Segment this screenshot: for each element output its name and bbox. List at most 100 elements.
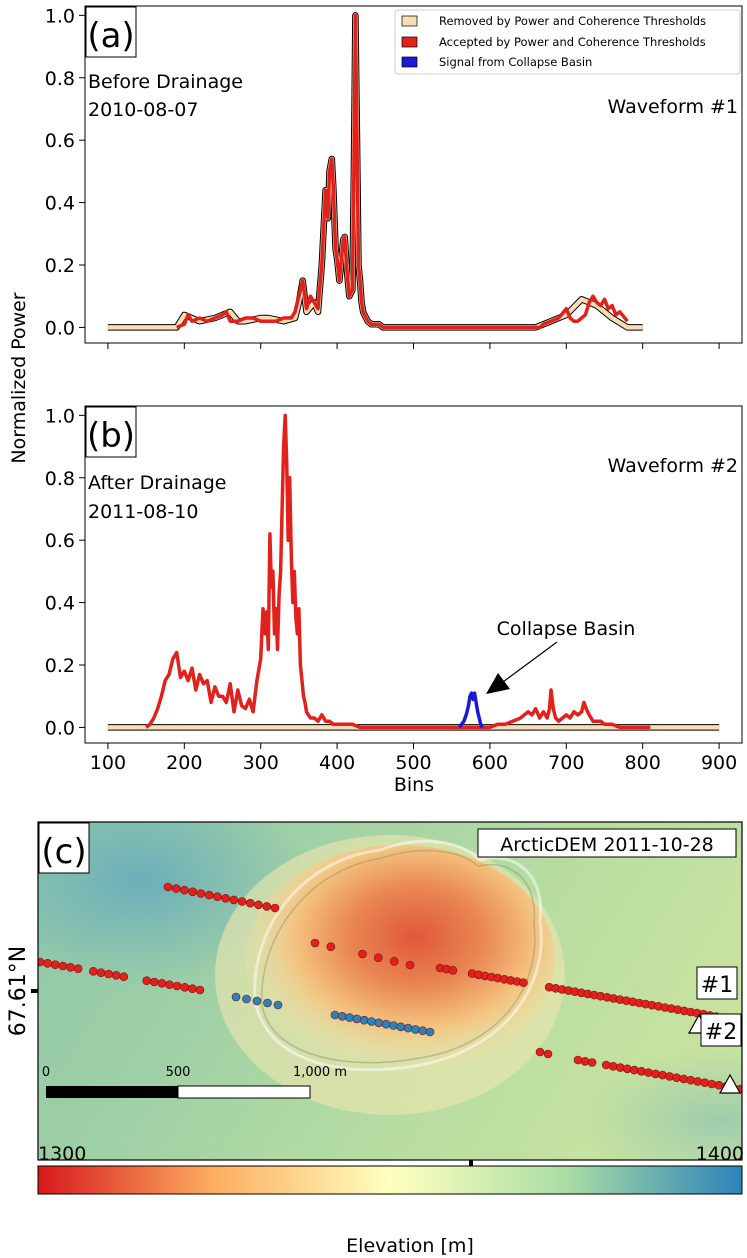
altimeter-point — [580, 1057, 590, 1066]
altimeter-point — [389, 1021, 398, 1030]
altimeter-point — [700, 1078, 710, 1087]
altimeter-point — [119, 972, 129, 982]
altimeter-point — [608, 1062, 618, 1071]
scalebar-label-1000: 1,000 m — [293, 1065, 347, 1080]
panel-b-xtick-label: 200 — [166, 752, 202, 774]
altimeter-point — [403, 1023, 413, 1033]
altimeter-point — [359, 1015, 369, 1025]
panel-b-xtick-label: 100 — [90, 752, 126, 774]
altimeter-point — [231, 992, 241, 1002]
altimeter-point — [573, 1055, 583, 1065]
altimeter-point — [337, 1011, 347, 1021]
track-1-label-box — [696, 966, 738, 1000]
panel-b-plot-area — [107, 413, 720, 731]
altimeter-point — [58, 961, 68, 971]
panel-c-label: (c) — [41, 832, 86, 872]
altimeter-point — [637, 1067, 646, 1076]
altimeter-point — [157, 978, 167, 988]
altimeter-point — [714, 1080, 724, 1090]
altimeter-point — [229, 895, 239, 905]
altimeter-point — [587, 1058, 597, 1067]
altimeter-point — [263, 998, 272, 1008]
altimeter-point — [686, 1075, 696, 1085]
altimeter-point — [0, 0, 4, 4]
callout-arrow-shaft — [502, 641, 558, 683]
altimeter-point — [204, 890, 214, 900]
scalebar: 0 500 1,000 m — [42, 1065, 347, 1099]
altimeter-point — [262, 902, 272, 911]
panel-a-ytick-label: 0.2 — [45, 255, 75, 277]
altimeter-point — [381, 1019, 391, 1029]
panel-b-ytick-label: 0.2 — [45, 655, 75, 677]
altimeter-point — [345, 1013, 354, 1022]
legend-frame — [394, 9, 741, 75]
altimeter-point — [73, 964, 83, 974]
altimeter-point — [405, 960, 415, 970]
altimeter-point — [352, 1014, 362, 1024]
altimeter-point — [237, 897, 247, 906]
panel-a-ytick-label: 0.4 — [45, 193, 75, 215]
altimeter-point — [188, 984, 197, 994]
altimeter-point — [171, 884, 181, 893]
map-basin-rim-shadow — [261, 849, 536, 1064]
altimeter-point — [96, 968, 106, 978]
panel-c-label-box — [38, 822, 90, 874]
panel-b-series-collapse_basin — [457, 691, 484, 729]
scalebar-black-segment — [46, 1086, 178, 1098]
track-2-marker: #2 — [700, 1013, 742, 1094]
track-1-marker: #1 — [687, 966, 738, 1034]
altimeter-point — [165, 980, 174, 990]
track-1-label: #1 — [701, 973, 733, 998]
panel-b-label: (b) — [87, 416, 135, 456]
altimeter-point — [104, 969, 113, 979]
altimeter-point — [246, 898, 255, 908]
altimeter-point — [142, 976, 151, 986]
altimeter-point — [358, 949, 367, 959]
altimeter-point — [672, 1073, 681, 1082]
altimeter-point — [195, 985, 205, 995]
altimeter-point — [629, 1065, 639, 1075]
altimeter-point — [651, 1069, 660, 1079]
panel-b-ytick-label: 0.0 — [45, 717, 75, 739]
legend-label-basin: Signal from Collapse Basin — [439, 55, 592, 69]
panel-a-ytick-label: 0.0 — [45, 317, 75, 339]
altimeter-point — [543, 1049, 553, 1059]
altimeter-point — [180, 885, 189, 895]
altimeter-point — [330, 1010, 340, 1020]
panel-a-xaxis — [107, 343, 720, 349]
panel-b-yaxis: 0.0 0.2 0.4 0.6 0.8 1.0 — [45, 405, 85, 739]
altimeter-point — [150, 977, 159, 987]
panel-b-right-label: Waveform #2 — [608, 455, 739, 477]
altimeter-point — [665, 1072, 674, 1081]
panel-b-xtick-label: 800 — [625, 752, 661, 774]
altimeter-point — [535, 1047, 545, 1057]
track-2-label-box — [700, 1013, 742, 1047]
panel-b-xaxis: 100 200 300 400 500 600 700 800 900 — [90, 743, 737, 774]
scalebar-label-0: 0 — [42, 1065, 50, 1080]
altimeter-point — [252, 996, 262, 1006]
scalebar-label-500: 500 — [166, 1065, 191, 1080]
altimeter-point — [615, 1063, 625, 1072]
panel-b-xtick-label: 400 — [319, 752, 355, 774]
altimeter-point — [163, 882, 173, 892]
panel-a-series-accepted — [176, 13, 629, 330]
altimeter-point — [418, 1026, 428, 1035]
panel-b-xlabel: Bins — [394, 774, 434, 796]
panel-b-series-accepted — [144, 413, 651, 730]
panel-b-ytick-label: 0.6 — [45, 530, 75, 552]
altimeter-point — [273, 1000, 283, 1010]
altimeter-point — [519, 978, 528, 988]
panel-a-right-label: Waveform #1 — [608, 96, 739, 118]
altimeter-point — [111, 970, 121, 980]
panel-b-annotation-line2: 2011-08-10 — [88, 501, 198, 523]
altimeter-point — [622, 1064, 632, 1074]
altimeter-point — [601, 1060, 611, 1070]
altimeter-point — [66, 962, 75, 972]
track-2-label: #2 — [705, 1020, 737, 1045]
panel-a-yaxis: 0.0 0.2 0.4 0.6 0.8 1.0 — [45, 5, 85, 339]
legend-swatch-basin — [401, 56, 418, 68]
altimeter-point — [242, 994, 251, 1004]
panel-b-label-box — [85, 406, 137, 458]
altimeter-point — [374, 1018, 384, 1028]
